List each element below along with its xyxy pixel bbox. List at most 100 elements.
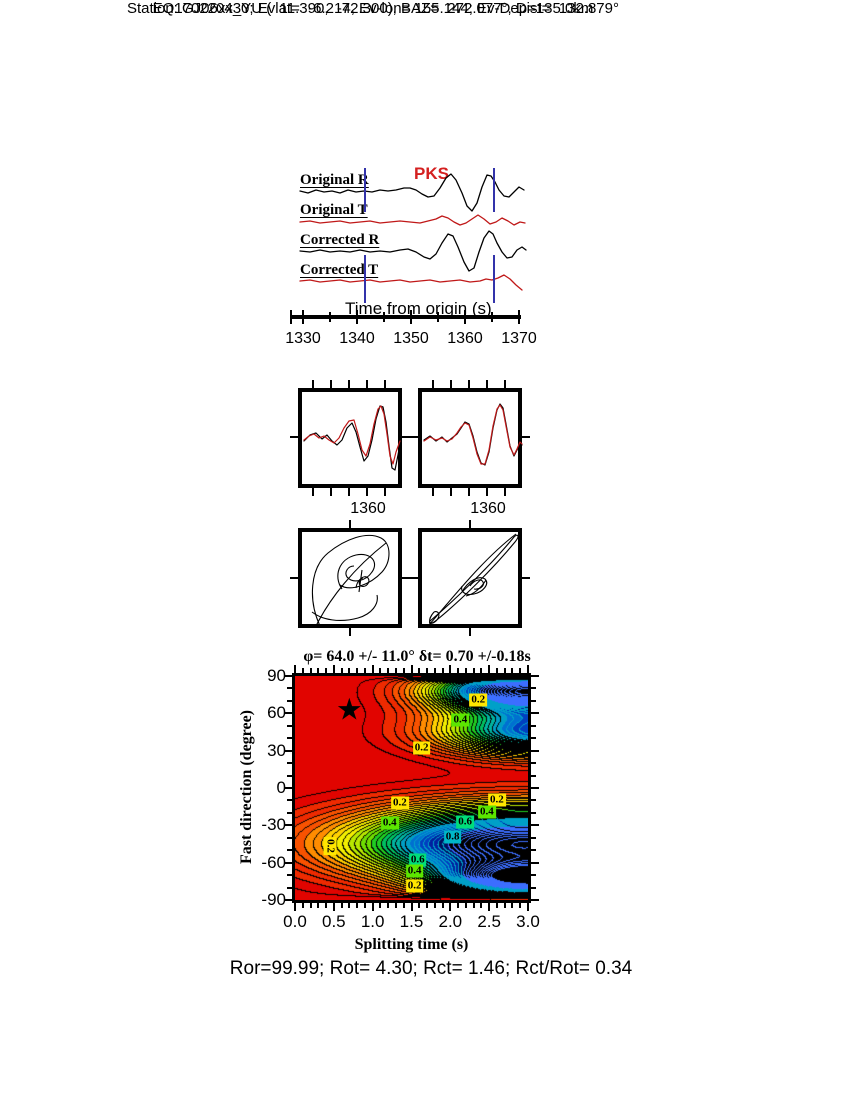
misfit-ytick-right <box>531 687 536 689</box>
time-tick-label: 1350 <box>393 330 429 347</box>
particle-motion-after-path-4 <box>469 579 484 590</box>
time-axis-label: Time from origin (s) <box>345 299 492 318</box>
pm-tick-bottom <box>469 628 471 636</box>
cmp-tick-top <box>366 380 368 388</box>
misfit-ytick-right <box>531 737 536 739</box>
cmp-tick-top <box>432 380 434 388</box>
pm-tick-left <box>410 577 418 579</box>
misfit-xtick-bottom <box>496 903 498 908</box>
misfit-ytick-right <box>531 824 539 826</box>
misfit-xtick-bottom <box>442 903 444 908</box>
trace-original-r <box>299 173 525 212</box>
misfit-xtick-bottom <box>325 903 327 908</box>
misfit-ytick-left <box>284 750 292 752</box>
slow-trace-after <box>423 404 523 465</box>
misfit-xtick-label: 0.5 <box>322 912 346 931</box>
misfit-xtick-top <box>333 665 335 673</box>
cmp-tick-right <box>522 436 530 438</box>
misfit-xtick-bottom <box>333 903 335 911</box>
misfit-xtick-bottom <box>341 903 343 908</box>
misfit-title: φ= 64.0 +/- 11.0° δt= 0.70 +/-0.18s <box>303 648 531 665</box>
misfit-xtick-top <box>364 668 366 673</box>
time-axis-line <box>290 315 521 319</box>
misfit-ytick-right <box>531 812 536 814</box>
misfit-xtick-bottom <box>364 903 366 908</box>
pm-tick-right <box>522 577 530 579</box>
cmp-tick-top <box>384 380 386 388</box>
misfit-ytick-left <box>287 737 292 739</box>
misfit-xtick-top <box>496 668 498 673</box>
misfit-ytick-right <box>531 700 536 702</box>
pm-tick-top <box>349 520 351 528</box>
misfit-xtick-top <box>480 668 482 673</box>
misfit-xtick-bottom <box>302 903 304 908</box>
contour-label-0.2: 0.2 <box>488 793 506 807</box>
misfit-xtick-bottom <box>426 903 428 908</box>
time-tick-label: 1360 <box>447 330 483 347</box>
particle-motion-before-path-3 <box>355 569 370 593</box>
misfit-xtick-bottom <box>372 903 374 911</box>
station-header-line1: Station: GJ06xx_YU ( 11.390, -72.300), B… <box>126 0 619 17</box>
misfit-xtick-label: 1.5 <box>399 912 424 931</box>
pm-tick-bottom <box>349 628 351 636</box>
cmp-tick-top <box>486 380 488 388</box>
misfit-xtick-top <box>387 668 389 673</box>
window-line-1 <box>493 255 495 303</box>
misfit-ytick-right <box>531 887 536 889</box>
particle-motion-before-path-4 <box>311 594 378 621</box>
misfit-xtick-bottom <box>504 903 506 908</box>
misfit-xtick-top <box>527 665 529 673</box>
cmp-tick-bottom <box>330 488 332 496</box>
misfit-xtick-top <box>411 665 413 673</box>
contour-label-0.2: 0.2 <box>412 741 431 755</box>
misfit-xtick-bottom <box>387 903 389 908</box>
misfit-xtick-top <box>294 665 296 673</box>
best-solution-star-icon: ★ <box>335 693 363 727</box>
misfit-xtick-bottom <box>473 903 475 908</box>
misfit-ytick-label: -60 <box>261 852 286 872</box>
misfit-xtick-bottom <box>310 903 312 908</box>
contour-label-0.2: 0.2 <box>405 879 424 893</box>
misfit-xtick-bottom <box>418 903 420 908</box>
misfit-ytick-left <box>287 687 292 689</box>
misfit-xtick-top <box>310 668 312 673</box>
misfit-ytick-left <box>287 725 292 727</box>
misfit-xtick-top <box>348 668 350 673</box>
misfit-xtick-bottom <box>356 903 358 908</box>
misfit-ytick-right <box>531 862 539 864</box>
misfit-ytick-right <box>531 725 536 727</box>
misfit-xtick-bottom <box>434 903 436 908</box>
misfit-frame <box>292 673 531 903</box>
cmp-tick-bottom <box>450 488 452 496</box>
misfit-xtick-bottom <box>403 903 405 908</box>
cmp-tick-left <box>290 436 298 438</box>
particle-motion-before-path-0 <box>311 534 390 627</box>
misfit-ytick-right <box>531 874 536 876</box>
cmp-tick-bottom <box>468 488 470 496</box>
misfit-xtick-bottom <box>379 903 381 908</box>
misfit-xtick-top <box>325 668 327 673</box>
misfit-xtick-top <box>457 668 459 673</box>
contour-label-0.2: 0.2 <box>469 693 488 707</box>
trace-corrected-r <box>299 230 527 272</box>
misfit-ytick-label: -30 <box>261 815 286 835</box>
misfit-xtick-bottom <box>511 903 513 908</box>
misfit-ytick-left <box>284 862 292 864</box>
time-tick <box>329 312 331 322</box>
phase-pick-label: PKS <box>414 164 449 183</box>
misfit-xtick-bottom <box>395 903 397 908</box>
misfit-xtick-bottom <box>457 903 459 908</box>
misfit-xtick-top <box>372 665 374 673</box>
contour-label-0.4: 0.4 <box>380 816 399 830</box>
misfit-ytick-left <box>284 824 292 826</box>
cmp-tick-top <box>450 380 452 388</box>
misfit-xtick-top <box>473 668 475 673</box>
contour-label-0.4: 0.4 <box>451 713 470 727</box>
time-tick <box>290 310 292 324</box>
misfit-ytick-right <box>531 775 536 777</box>
time-tick <box>383 312 385 322</box>
misfit-ytick-label: -90 <box>261 890 286 909</box>
misfit-ytick-left <box>287 812 292 814</box>
misfit-ytick-right <box>531 675 539 677</box>
